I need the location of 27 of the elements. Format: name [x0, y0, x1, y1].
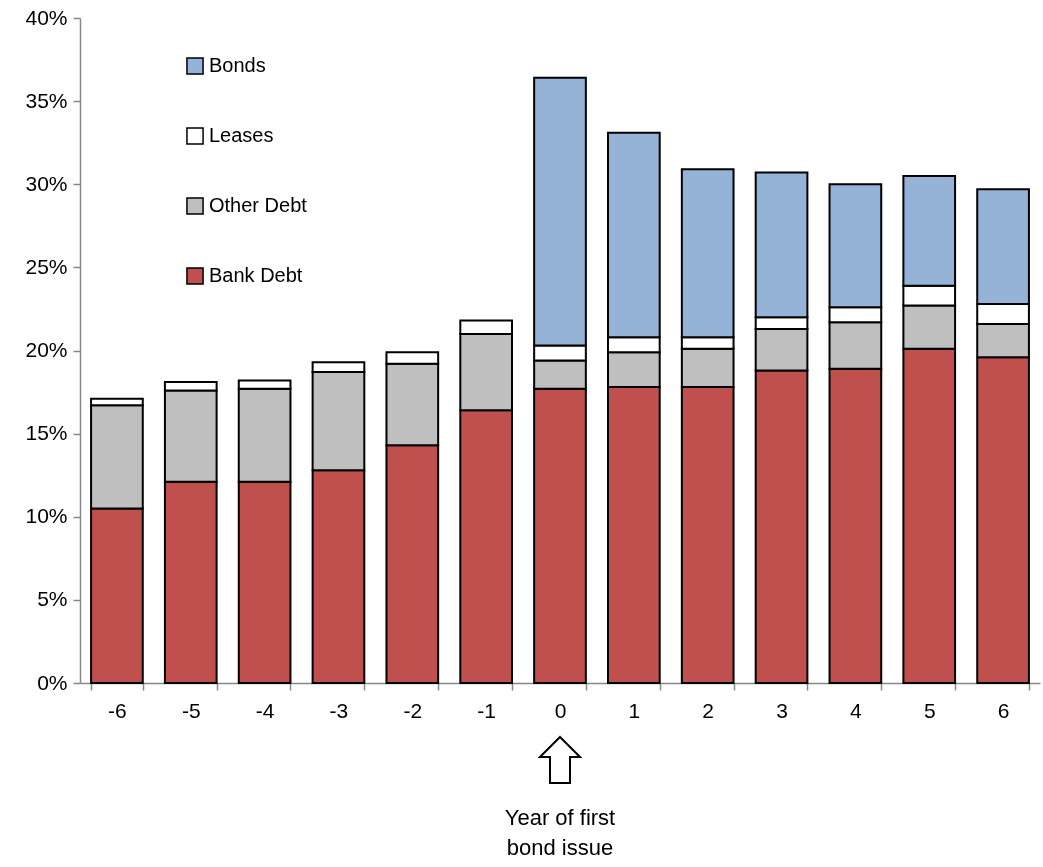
y-tick-label: 5%	[37, 587, 68, 611]
legend-label: Bank Debt	[209, 264, 303, 286]
x-tick-label: -2	[403, 698, 423, 722]
x-tick-label: 1	[628, 698, 641, 722]
x-tick-label: -1	[477, 698, 496, 722]
x-tick-label: 3	[776, 698, 788, 722]
x-tick-label: 0	[554, 698, 567, 722]
y-tick-label: 30%	[25, 171, 68, 195]
x-tick-label: 6	[997, 698, 1010, 722]
y-tick-label: 15%	[25, 421, 68, 445]
y-tick-label: 10%	[25, 504, 68, 528]
y-tick-label: 20%	[25, 338, 68, 361]
text: Year of first bond issue	[504, 804, 616, 862]
legend-label: Bonds	[209, 54, 266, 76]
y-tick-label: 35%	[25, 88, 68, 112]
x-tick-label: 4	[850, 698, 863, 722]
x-tick-label: -3	[329, 698, 349, 722]
legend-label: Other Debt	[209, 194, 308, 216]
x-tick-label: -4	[255, 698, 275, 722]
x-tick-label: -5	[181, 698, 201, 722]
x-tick-label: 2	[702, 698, 715, 722]
y-tick-label: 0%	[37, 670, 68, 694]
x-tick-label: -6	[108, 698, 127, 722]
x-tick-label: 5	[923, 698, 936, 722]
legend-label: Leases	[209, 124, 274, 146]
y-tick-label: 40%	[25, 5, 68, 29]
y-tick-label: 25%	[25, 254, 68, 278]
